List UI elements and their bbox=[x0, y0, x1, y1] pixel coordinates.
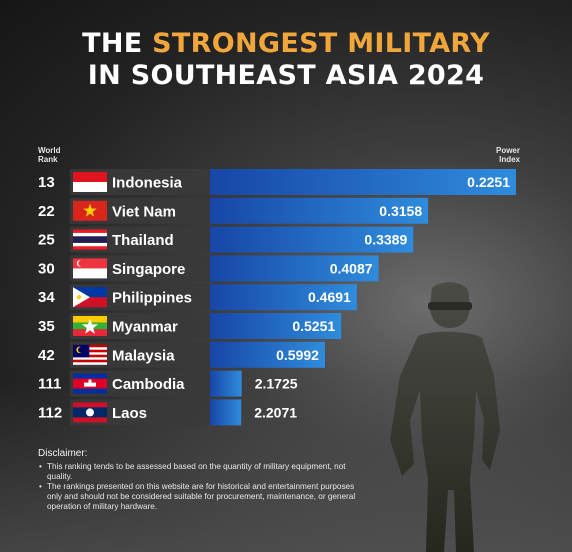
world-rank-label: 35 bbox=[38, 318, 55, 335]
world-rank-header-line2: Rank bbox=[38, 155, 58, 164]
power-index-value-label: 2.2071 bbox=[254, 404, 297, 420]
soldier-silhouette-illustration bbox=[390, 282, 500, 552]
world-rank-header: World Rank bbox=[38, 146, 78, 164]
malaysia-flag bbox=[73, 344, 107, 365]
title-prefix: THE bbox=[82, 28, 153, 59]
chart-row-cambodia: 111 Cambodia 2.1725 bbox=[38, 370, 298, 397]
power-index-header-line1: Power bbox=[495, 146, 520, 155]
power-index-bar bbox=[210, 341, 325, 368]
chart-row-laos: 112 Laos 2.2071 bbox=[38, 399, 297, 426]
thailand-flag bbox=[73, 229, 107, 250]
chart-row-myanmar: 35 Myanmar 0.5251 bbox=[38, 313, 342, 339]
power-index-value-label: 0.4691 bbox=[308, 289, 351, 305]
myanmar-flag bbox=[73, 316, 107, 336]
power-index-bar bbox=[210, 399, 242, 426]
title-line-2: IN SOUTHEAST ASIA 2024 bbox=[87, 60, 485, 91]
country-name-label: Singapore bbox=[112, 261, 185, 278]
country-name-label: Philippines bbox=[112, 290, 192, 307]
world-rank-label: 22 bbox=[38, 203, 55, 220]
power-index-bar bbox=[210, 169, 516, 195]
power-index-bar bbox=[210, 313, 342, 339]
world-rank-label: 112 bbox=[38, 404, 62, 421]
philippines-flag bbox=[73, 287, 107, 308]
power-index-value-label: 0.5251 bbox=[292, 318, 335, 334]
power-index-bar bbox=[210, 284, 357, 311]
disclaimer-title: Disclaimer: bbox=[38, 448, 88, 459]
power-index-value-label: 0.3389 bbox=[364, 232, 407, 248]
power-index-value-label: 0.2251 bbox=[467, 174, 510, 190]
country-name-label: Viet Nam bbox=[112, 203, 176, 220]
cambodia-flag bbox=[73, 373, 107, 394]
chart-row-singapore: 30 Singapore 0.4087 bbox=[38, 255, 379, 282]
country-name-label: Indonesia bbox=[112, 175, 183, 192]
chart-row-malaysia: 42 Malaysia 0.5992 bbox=[38, 341, 325, 368]
power-index-value-label: 0.3158 bbox=[379, 203, 422, 219]
power-index-bar bbox=[210, 255, 379, 282]
indonesia-flag bbox=[73, 172, 107, 192]
title-highlight: STRONGEST MILITARY bbox=[152, 28, 490, 59]
chart-row-philippines: 34 Philippines 0.4691 bbox=[38, 284, 357, 311]
country-name-label: Myanmar bbox=[112, 319, 178, 336]
world-rank-label: 42 bbox=[38, 347, 55, 364]
country-name-label: Malaysia bbox=[112, 347, 175, 364]
world-rank-label: 111 bbox=[38, 376, 61, 393]
power-index-header-line2: Index bbox=[499, 155, 520, 164]
power-index-value-label: 0.4087 bbox=[330, 260, 373, 276]
power-index-value-label: 2.1725 bbox=[255, 376, 298, 392]
power-index-value-label: 0.5992 bbox=[276, 347, 319, 363]
disclaimer-item: The rankings presented on this website a… bbox=[38, 482, 358, 512]
title-line-1: THE STRONGEST MILITARY bbox=[0, 28, 572, 60]
world-rank-header-line1: World bbox=[38, 146, 61, 155]
disclaimer: Disclaimer: This ranking tends to be ass… bbox=[38, 448, 358, 512]
country-name-label: Laos bbox=[112, 405, 147, 422]
world-rank-label: 34 bbox=[38, 289, 55, 306]
singapore-flag bbox=[73, 258, 107, 279]
vietnam-flag bbox=[73, 200, 107, 221]
chart-row-thailand: 25 Thailand 0.3389 bbox=[38, 226, 414, 253]
world-rank-label: 30 bbox=[38, 260, 55, 277]
goggles bbox=[428, 302, 472, 310]
power-index-header: Power Index bbox=[460, 146, 520, 164]
power-index-bar bbox=[210, 226, 414, 253]
world-rank-label: 13 bbox=[38, 174, 55, 191]
power-index-bar bbox=[210, 370, 242, 397]
world-rank-label: 25 bbox=[38, 232, 55, 249]
country-name-label: Thailand bbox=[112, 232, 174, 249]
chart-row-viet-nam: 22 Viet Nam 0.3158 bbox=[38, 197, 429, 224]
laos-flag bbox=[73, 402, 107, 423]
page-title: THE STRONGEST MILITARY IN SOUTHEAST ASIA… bbox=[0, 28, 572, 92]
disclaimer-item: This ranking tends to be assessed based … bbox=[38, 462, 358, 482]
chart-row-indonesia: 13 Indonesia 0.2251 bbox=[38, 169, 516, 195]
disclaimer-list: This ranking tends to be assessed based … bbox=[38, 462, 358, 512]
power-index-bar bbox=[210, 197, 429, 224]
country-name-label: Cambodia bbox=[112, 376, 185, 393]
